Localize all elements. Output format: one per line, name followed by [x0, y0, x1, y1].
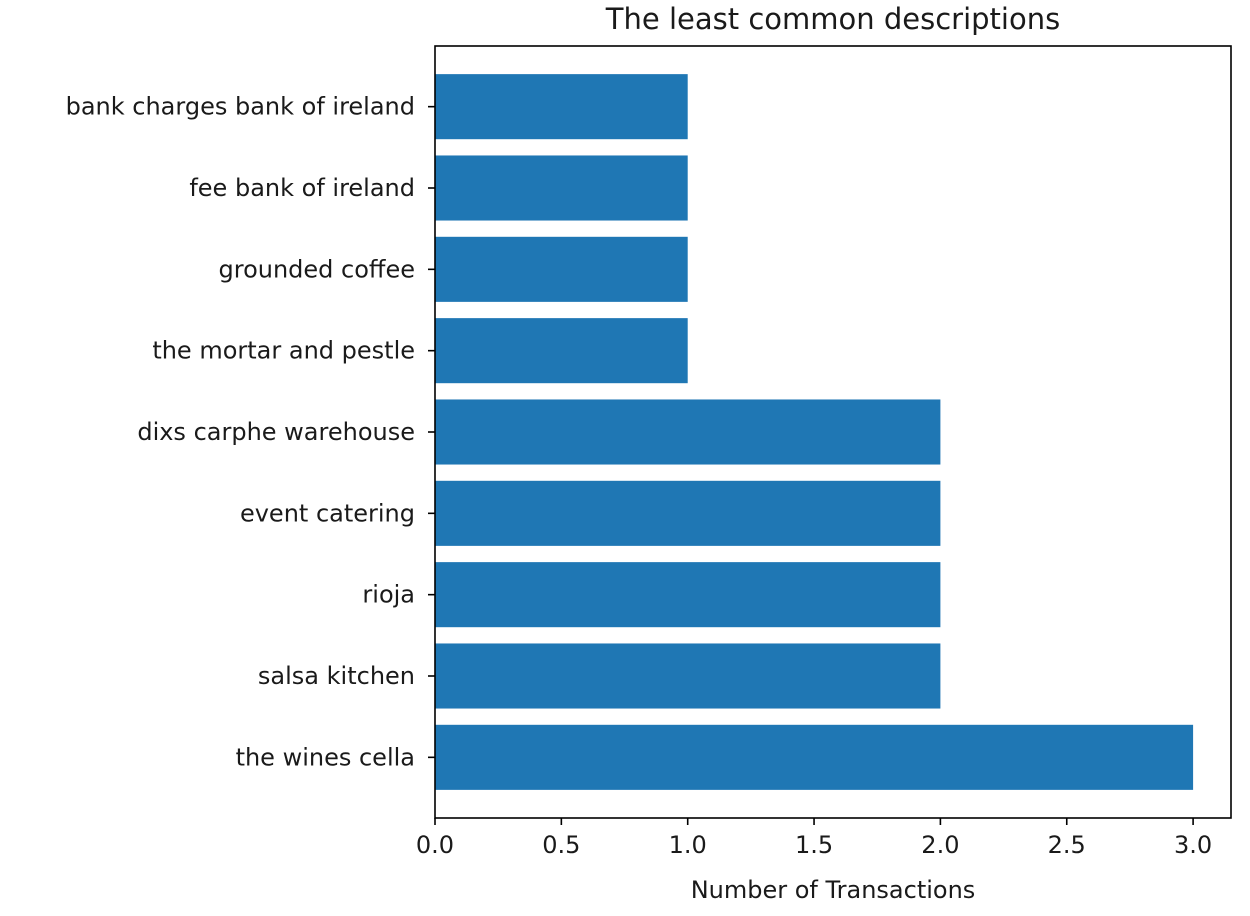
- bar: [435, 562, 941, 628]
- x-axis-label: Number of Transactions: [691, 876, 976, 904]
- plot-frame: [434, 45, 1232, 819]
- bar: [435, 724, 1194, 790]
- x-tick-label: 0.5: [542, 831, 580, 859]
- chart-title: The least common descriptions: [605, 2, 1060, 36]
- y-tick-label: the wines cella: [236, 743, 415, 771]
- x-tick-label: 1.0: [669, 831, 707, 859]
- y-tick-label: event catering: [240, 499, 415, 527]
- y-axis: the wines cella salsa kitchen rioja event c…: [66, 93, 435, 771]
- y-tick-label: dixs carphe warehouse: [137, 418, 415, 446]
- y-tick-label: grounded coffee: [219, 255, 416, 283]
- bar: [435, 643, 941, 709]
- x-tick-label: 2.0: [921, 831, 959, 859]
- bars-layer: [435, 74, 1194, 790]
- x-tick-label: 0.0: [416, 831, 454, 859]
- y-tick-label: bank charges bank of ireland: [66, 93, 415, 121]
- y-tick-label: fee bank of ireland: [189, 174, 415, 202]
- bar: [435, 480, 941, 546]
- y-tick-label: salsa kitchen: [258, 662, 415, 690]
- bar: [435, 318, 688, 384]
- y-tick-label: rioja: [362, 581, 415, 609]
- bar: [435, 74, 688, 140]
- x-tick-label: 3.0: [1174, 831, 1212, 859]
- y-tick-label: the mortar and pestle: [152, 337, 415, 365]
- x-tick-label: 1.5: [795, 831, 833, 859]
- x-tick-label: 2.5: [1048, 831, 1086, 859]
- x-axis: 0.0 0.5 1.0 1.5 2.0 2.5 3.0: [416, 818, 1212, 859]
- bar: [435, 155, 688, 221]
- bar: [435, 399, 941, 465]
- bar: [435, 236, 688, 302]
